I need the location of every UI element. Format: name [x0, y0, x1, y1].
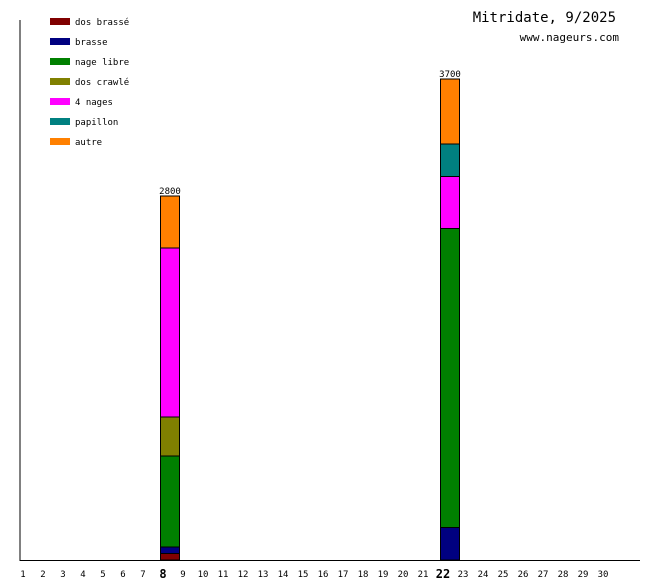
x-tick-label-28: 28	[558, 570, 569, 580]
x-tick-label-14: 14	[278, 570, 289, 580]
bars-group	[160, 78, 460, 561]
bar-segment-day-8-autre	[160, 195, 180, 249]
x-tick-label-29: 29	[578, 570, 589, 580]
legend: dos brassé brasse nage libre dos crawlé 4 na…	[50, 17, 129, 148]
x-tick-label-13: 13	[258, 570, 269, 580]
legend-label-papillon: papillon	[75, 118, 118, 128]
legend-swatch-autre	[50, 138, 70, 145]
x-tick-label-21: 21	[418, 570, 429, 580]
legend-swatch-papillon	[50, 118, 70, 125]
bar-segment-day-22-brasse	[440, 527, 460, 561]
bar-segment-day-8-4-nages	[160, 247, 180, 418]
legend-label-4-nages: 4 nages	[75, 98, 113, 108]
x-tick-label-22: 22	[436, 567, 450, 580]
bar-segment-day-8-brasse	[160, 546, 180, 554]
bar-segment-day-8-dos-crawle	[160, 416, 180, 457]
x-tick-label-3: 3	[60, 570, 65, 580]
x-tick-label-19: 19	[378, 570, 389, 580]
bar-total-day-8: 2800	[159, 187, 181, 197]
bar-segment-day-8-dos-brasse	[160, 553, 180, 561]
legend-label-dos-brasse: dos brassé	[75, 17, 129, 28]
legend-swatch-dos-brasse	[50, 18, 70, 25]
legend-label-nage-libre: nage libre	[75, 58, 129, 68]
totals-group: 2800 3700	[159, 70, 461, 197]
legend-label-brasse: brasse	[75, 38, 108, 48]
legend-swatch-dos-crawle	[50, 78, 70, 85]
x-tick-label-30: 30	[598, 570, 609, 580]
x-tick-label-7: 7	[140, 570, 145, 580]
bar-segment-day-22-papillon	[440, 143, 460, 177]
bar-total-day-22: 3700	[439, 70, 461, 80]
x-tick-label-4: 4	[80, 570, 85, 580]
bar-segment-day-8-nage-libre	[160, 455, 180, 548]
x-tick-label-16: 16	[318, 570, 329, 580]
x-tick-label-8: 8	[159, 567, 166, 580]
x-tick-label-2: 2	[40, 570, 45, 580]
x-tick-label-11: 11	[218, 570, 229, 580]
x-tick-label-23: 23	[458, 570, 469, 580]
chart-title: Mitridate, 9/2025	[473, 10, 616, 26]
legend-label-autre: autre	[75, 138, 102, 148]
x-tick-label-26: 26	[518, 570, 529, 580]
x-tick-label-18: 18	[358, 570, 369, 580]
x-tick-label-5: 5	[100, 570, 105, 580]
x-tick-labels: 1 2 3 4 5 6 7 8 9 10 11 12 13 14 15 16 17 18 19 20 21 22 23 24 2…	[20, 567, 608, 580]
x-tick-label-25: 25	[498, 570, 509, 580]
bar-segment-day-22-autre	[440, 78, 460, 145]
x-tick-label-20: 20	[398, 570, 409, 580]
x-tick-label-27: 27	[538, 570, 549, 580]
legend-swatch-4-nages	[50, 98, 70, 105]
chart-subtitle: www.nageurs.com	[520, 31, 620, 44]
legend-swatch-brasse	[50, 38, 70, 45]
x-tick-label-17: 17	[338, 570, 349, 580]
bar-segment-day-22-nage-libre	[440, 228, 460, 528]
legend-swatch-nage-libre	[50, 58, 70, 65]
x-tick-label-10: 10	[198, 570, 209, 580]
x-tick-label-6: 6	[120, 570, 125, 580]
x-tick-label-1: 1	[20, 570, 25, 580]
x-tick-label-9: 9	[180, 570, 185, 580]
legend-label-dos-crawle: dos crawlé	[75, 77, 129, 88]
x-tick-label-24: 24	[478, 570, 489, 580]
bar-segment-day-22-4-nages	[440, 176, 460, 229]
x-tick-label-15: 15	[298, 570, 309, 580]
x-tick-label-12: 12	[238, 570, 249, 580]
